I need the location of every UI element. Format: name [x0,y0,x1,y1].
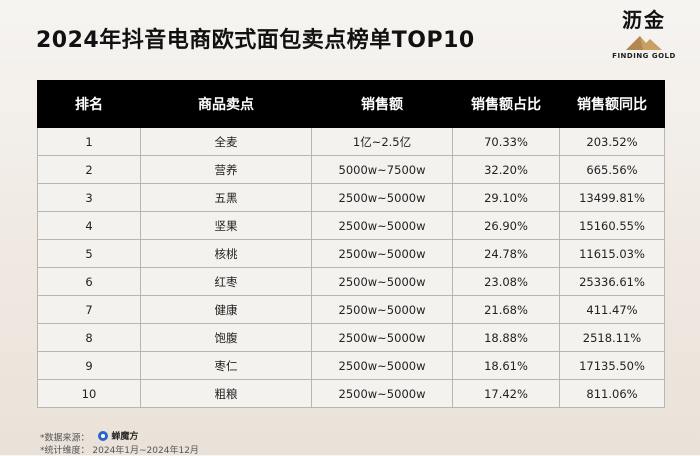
cell-sales-yoy: 665.56% [559,155,665,184]
cell-sales-share: 26.90% [452,211,560,240]
header-sales-yoy: 销售额同比 [559,80,665,128]
header-sales: 销售额 [311,80,453,128]
cell-rank: 8 [37,323,141,352]
table-header-row: 排名 商品卖点 销售额 销售额占比 销售额同比 [37,80,665,128]
table-row: 1 全麦 1亿~2.5亿 70.33% 203.52% [37,127,665,156]
cell-sales: 2500w~5000w [311,267,453,296]
cell-rank: 5 [37,239,141,268]
cell-sales-yoy: 203.52% [559,127,665,156]
table-row: 5 核桃 2500w~5000w 24.78% 11615.03% [37,239,665,268]
logo-subtitle: FINDING GOLD [612,52,676,60]
cell-rank: 1 [37,127,141,156]
source-label: *数据来源： [40,433,90,444]
cell-rank: 4 [37,211,141,240]
table-row: 7 健康 2500w~5000w 21.68% 411.47% [37,295,665,324]
period-value: 2024年1月~2024年12月 [92,446,199,456]
cell-rank: 6 [37,267,141,296]
cell-rank: 2 [37,155,141,184]
table-row: 4 坚果 2500w~5000w 26.90% 15160.55% [37,211,665,240]
cell-rank: 9 [37,351,141,380]
cell-selling-point: 红枣 [140,267,312,296]
cell-selling-point: 枣仁 [140,351,312,380]
cell-sales: 2500w~5000w [311,379,453,408]
cell-sales-yoy: 11615.03% [559,239,665,268]
cell-selling-point: 健康 [140,295,312,324]
cell-sales-yoy: 811.06% [559,379,665,408]
cell-sales: 2500w~5000w [311,323,453,352]
cell-sales-yoy: 15160.55% [559,211,665,240]
footer-period: *统计维度： 2024年1月~2024年12月 [40,443,199,456]
table-row: 10 粗粮 2500w~5000w 17.42% 811.06% [37,379,665,408]
cell-sales-share: 70.33% [452,127,560,156]
cell-sales: 2500w~5000w [311,183,453,212]
cell-selling-point: 饱腹 [140,323,312,352]
table-row: 6 红枣 2500w~5000w 23.08% 25336.61% [37,267,665,296]
cell-rank: 3 [37,183,141,212]
cell-selling-point: 坚果 [140,211,312,240]
cell-sales: 1亿~2.5亿 [311,127,453,156]
cell-selling-point: 核桃 [140,239,312,268]
mountain-icon [626,36,662,50]
cell-sales: 5000w~7500w [311,155,453,184]
table-row: 9 枣仁 2500w~5000w 18.61% 17135.50% [37,351,665,380]
cell-sales-share: 18.88% [452,323,560,352]
cell-sales-share: 23.08% [452,267,560,296]
cell-sales: 2500w~5000w [311,211,453,240]
chanmofang-logo-icon [98,430,109,441]
header-rank: 排名 [37,80,141,128]
cell-sales-share: 17.42% [452,379,560,408]
footer-source: *数据来源： 蝉魔方 [40,429,138,444]
header-selling-point: 商品卖点 [140,80,312,128]
cell-rank: 7 [37,295,141,324]
cell-sales: 2500w~5000w [311,239,453,268]
cell-sales-yoy: 17135.50% [559,351,665,380]
cell-sales-yoy: 13499.81% [559,183,665,212]
table-row: 8 饱腹 2500w~5000w 18.88% 2518.11% [37,323,665,352]
logo-name: 沥金 [622,8,666,32]
cell-sales-yoy: 411.47% [559,295,665,324]
cell-sales-share: 29.10% [452,183,560,212]
ranking-table: 排名 商品卖点 销售额 销售额占比 销售额同比 1 全麦 1亿~2.5亿 70.… [37,80,665,408]
cell-sales-share: 32.20% [452,155,560,184]
header-sales-share: 销售额占比 [452,80,560,128]
source-brand: 蝉魔方 [98,429,138,442]
table-row: 3 五黑 2500w~5000w 29.10% 13499.81% [37,183,665,212]
cell-sales-share: 24.78% [452,239,560,268]
source-brand-name: 蝉魔方 [111,432,139,442]
cell-selling-point: 五黑 [140,183,312,212]
cell-sales-yoy: 25336.61% [559,267,665,296]
page-title: 2024年抖音电商欧式面包卖点榜单TOP10 [36,28,475,53]
cell-sales-yoy: 2518.11% [559,323,665,352]
cell-selling-point: 粗粮 [140,379,312,408]
cell-selling-point: 全麦 [140,127,312,156]
table-row: 2 营养 5000w~7500w 32.20% 665.56% [37,155,665,184]
period-label: *统计维度： [40,446,90,456]
cell-sales: 2500w~5000w [311,351,453,380]
cell-sales-share: 21.68% [452,295,560,324]
cell-selling-point: 营养 [140,155,312,184]
cell-sales-share: 18.61% [452,351,560,380]
logo: 沥金 FINDING GOLD [604,8,684,64]
cell-rank: 10 [37,379,141,408]
cell-sales: 2500w~5000w [311,295,453,324]
